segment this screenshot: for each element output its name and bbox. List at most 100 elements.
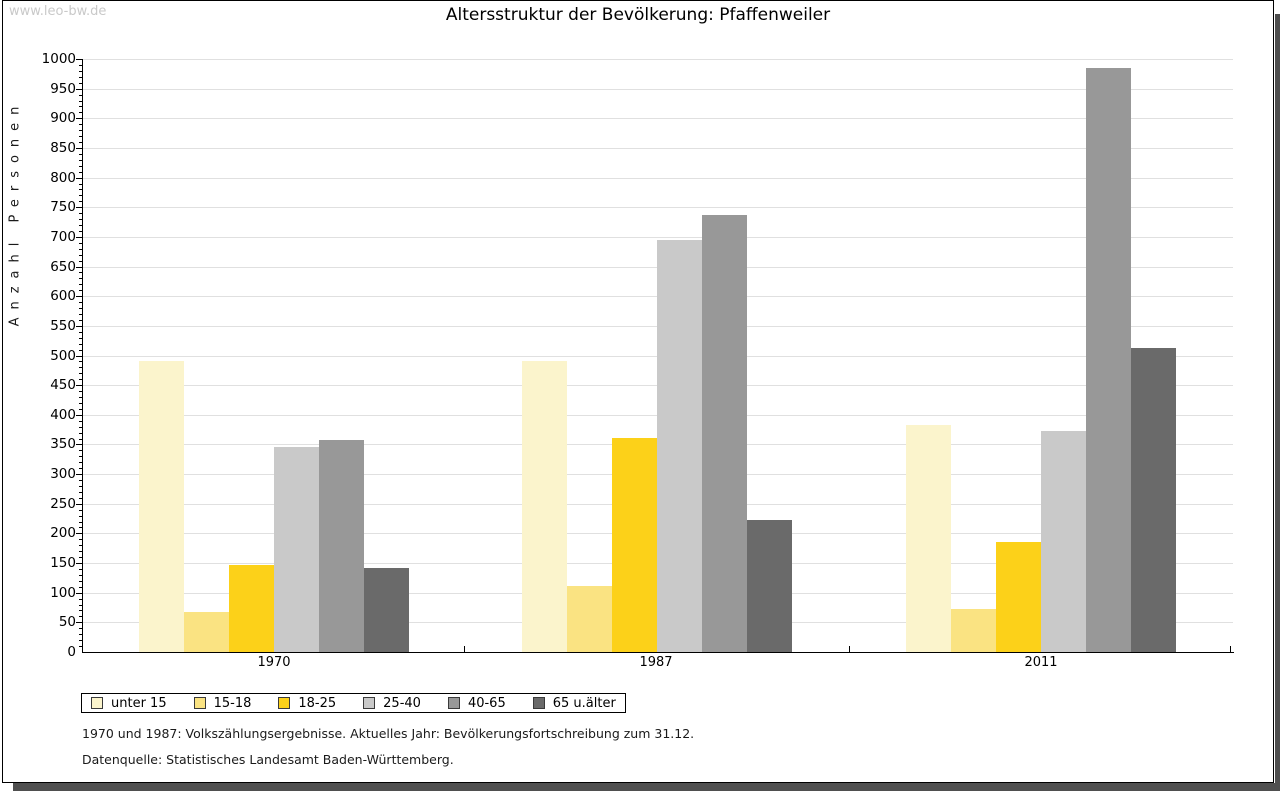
y-minor-tick (79, 426, 82, 428)
bar-25-40-2011 (1041, 430, 1086, 652)
y-minor-tick (79, 580, 82, 582)
bar-65-u-lter-2011 (1131, 348, 1176, 652)
y-minor-tick (79, 248, 82, 250)
x-axis-tick (849, 646, 850, 652)
y-axis-tick-label: 350 (50, 436, 76, 453)
legend-label: 65 u.älter (552, 695, 616, 711)
y-axis-tick-label: 100 (50, 584, 76, 601)
y-minor-tick (79, 456, 82, 458)
y-minor-tick (79, 468, 82, 470)
legend-swatch (91, 697, 103, 709)
y-minor-tick (79, 183, 82, 185)
watermark: www.leo-bw.de (9, 4, 107, 19)
y-axis-tick-label: 950 (50, 80, 76, 97)
y-minor-tick (79, 604, 82, 606)
y-minor-tick (79, 159, 82, 161)
y-major-tick (76, 385, 82, 387)
plot-area (83, 59, 1233, 652)
legend-swatch (447, 697, 460, 709)
legend-label: 18-25 (298, 695, 337, 711)
y-minor-tick (79, 64, 82, 66)
y-minor-tick (79, 509, 82, 511)
y-minor-tick (79, 343, 82, 345)
y-minor-tick (79, 136, 82, 138)
y-minor-tick (79, 574, 82, 576)
y-minor-tick (79, 195, 82, 197)
y-minor-tick (79, 646, 82, 648)
y-axis-tick-label: 900 (50, 110, 76, 127)
y-minor-tick (79, 361, 82, 363)
y-axis-title: Anzahl Personen (7, 98, 23, 327)
y-axis-tick-label: 400 (50, 406, 76, 423)
y-minor-tick (79, 171, 82, 173)
legend-item: 65 u.älter (532, 695, 616, 711)
gridline (83, 118, 1233, 120)
y-minor-tick (79, 491, 82, 493)
y-minor-tick (79, 634, 82, 636)
y-major-tick (76, 503, 82, 505)
y-major-tick (76, 266, 82, 268)
y-minor-tick (79, 450, 82, 452)
y-minor-tick (79, 213, 82, 215)
y-major-tick (76, 88, 82, 90)
y-major-tick (76, 355, 82, 357)
y-major-tick (76, 325, 82, 327)
gridline (83, 147, 1233, 149)
y-major-tick (76, 474, 82, 476)
legend: unter 15 15-18 18-25 25-40 40-65 65 u.älter (81, 693, 626, 713)
y-minor-tick (79, 225, 82, 227)
y-minor-tick (79, 278, 82, 280)
y-major-tick (76, 296, 82, 298)
y-minor-tick (79, 100, 82, 102)
y-axis-tick-label: 1000 (41, 51, 76, 67)
y-minor-tick (79, 640, 82, 642)
bar-65-u-lter-1987 (747, 519, 792, 652)
gridline (83, 236, 1233, 238)
gridline (83, 59, 1233, 60)
y-minor-tick (79, 260, 82, 262)
y-minor-tick (79, 432, 82, 434)
y-axis-tick-label: 800 (50, 169, 76, 186)
legend-item: unter 15 (91, 696, 167, 711)
y-axis-tick-label: 850 (50, 139, 76, 156)
bar-40-65-2011 (1086, 67, 1131, 652)
y-minor-tick (79, 230, 82, 232)
y-minor-tick (79, 568, 82, 570)
y-minor-tick (79, 628, 82, 630)
y-minor-tick (79, 337, 82, 339)
y-minor-tick (79, 112, 82, 114)
window-shadow-bottom (13, 783, 1280, 791)
footnote-line-2: Datenquelle: Statistisches Landesamt Bad… (82, 752, 454, 767)
y-axis-tick-label: 300 (50, 466, 76, 483)
y-major-tick (76, 177, 82, 179)
y-minor-tick (79, 420, 82, 422)
gridline (83, 207, 1233, 209)
legend-swatch (278, 697, 291, 709)
y-axis-tick-label: 600 (50, 288, 76, 305)
y-major-tick (76, 236, 82, 238)
legend-item: 18-25 (278, 696, 336, 711)
gridline (83, 177, 1233, 179)
y-axis-tick-label: 700 (50, 228, 76, 245)
y-minor-tick (79, 70, 82, 72)
y-axis-tick-label: 200 (50, 525, 76, 542)
y-minor-tick (79, 331, 82, 333)
y-minor-tick (79, 219, 82, 221)
x-axis-line (82, 652, 1234, 653)
bar-25-40-1987 (657, 239, 702, 652)
y-axis-tick-label: 50 (58, 614, 76, 631)
y-minor-tick (79, 586, 82, 588)
legend-label: unter 15 (111, 695, 167, 711)
legend-swatch (532, 697, 545, 709)
y-minor-tick (79, 76, 82, 78)
y-minor-tick (79, 373, 82, 375)
y-minor-tick (79, 302, 82, 304)
x-axis-category-label: 1970 (257, 655, 291, 670)
chart-title: Altersstruktur der Bevölkerung: Pfaffenw… (445, 5, 831, 25)
y-axis-tick-label: 250 (50, 495, 76, 512)
x-axis-category-label: 2011 (1024, 655, 1058, 670)
y-minor-tick (79, 153, 82, 155)
y-minor-tick (79, 408, 82, 410)
y-minor-tick (79, 521, 82, 523)
